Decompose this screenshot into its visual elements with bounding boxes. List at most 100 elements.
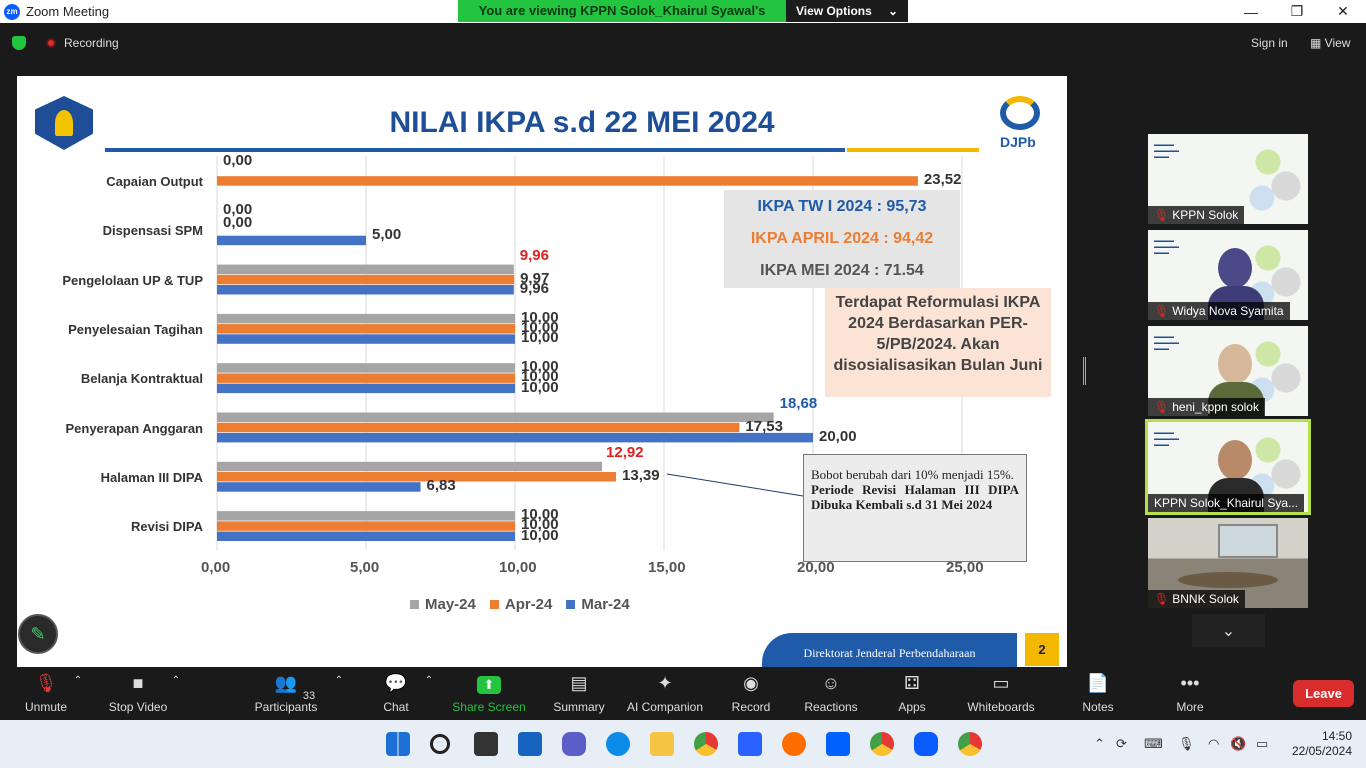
gallery-scroll-down-button[interactable]: ⌄ — [1192, 614, 1265, 647]
dropbox-icon[interactable] — [826, 732, 850, 756]
zoom-taskbar-icon[interactable] — [914, 732, 938, 756]
note-bobot-text: Bobot berubah dari 10% menjadi 15%. — [811, 467, 1014, 482]
more-dots-icon: ••• — [1180, 672, 1200, 693]
stop-video-button[interactable]: ■ Stop Video — [104, 667, 172, 720]
widgets-icon[interactable] — [518, 732, 542, 756]
participants-button[interactable]: 👥 Participants — [250, 667, 322, 720]
mic-muted-icon: 🎙 — [34, 672, 58, 693]
participants-count: 33 — [302, 690, 316, 702]
data-label: 10,00 — [521, 378, 559, 396]
participants-options-caret[interactable]: ⌃ — [331, 667, 347, 720]
more-button[interactable]: ••• More — [1170, 667, 1210, 720]
chat-button[interactable]: 💬 Chat — [375, 667, 417, 720]
data-label: 10,00 — [521, 308, 559, 326]
unmute-button[interactable]: 🎙 Unmute — [16, 667, 76, 720]
audio-options-caret[interactable]: ⌃ — [70, 667, 86, 720]
battery-icon[interactable]: ▭ — [1256, 736, 1269, 751]
notes-icon: 📄 — [1086, 672, 1110, 693]
summary-button[interactable]: ▤ Summary — [550, 667, 608, 720]
recording-label: Recording — [64, 36, 119, 50]
data-label: 9,96 — [519, 280, 549, 297]
volume-muted-icon[interactable]: 🔇 — [1230, 736, 1247, 751]
chrome-profile-icon[interactable] — [870, 732, 894, 756]
view-options-button[interactable]: View Options ⌄ — [786, 0, 908, 22]
room-table — [1178, 572, 1278, 588]
annotate-pen-button[interactable]: ✎ — [18, 614, 58, 654]
slide-thumbnail: ▬▬▬▬ ▬▬▬▬▬ ▬▬▬ — [1154, 334, 1179, 352]
data-label: 10,00 — [521, 358, 559, 376]
ai-companion-button[interactable]: ✦ AI Companion — [624, 667, 706, 720]
apps-button[interactable]: ⚃ Apps — [894, 667, 930, 720]
record-icon: ◉ — [743, 672, 759, 693]
footer-directorate: Direktorat Jenderal Perbendaharaan — [762, 633, 1017, 667]
store-icon[interactable] — [738, 732, 762, 756]
gallery-resize-handle[interactable] — [1083, 357, 1086, 385]
chrome-profile-2-icon[interactable] — [958, 732, 982, 756]
whiteboards-button[interactable]: ▭ Whiteboards — [962, 667, 1040, 720]
bar-may-24 — [217, 313, 515, 324]
task-view-icon[interactable] — [474, 732, 498, 756]
bar-apr-24 — [217, 324, 515, 334]
edge-icon[interactable] — [606, 732, 630, 756]
tray-overflow-icon[interactable]: ⌃ — [1094, 736, 1105, 751]
minimize-icon[interactable]: — — [1244, 3, 1258, 20]
chat-options-caret[interactable]: ⌃ — [421, 667, 437, 720]
stop-video-label: Stop Video — [108, 700, 168, 714]
bar-may-24 — [217, 264, 514, 275]
windows-start-icon[interactable] — [386, 732, 410, 756]
slide-thumbnail: ▬▬▬▬ ▬▬▬▬▬ ▬▬▬ — [1154, 238, 1179, 256]
participant-tile[interactable]: ▬▬▬▬ ▬▬▬▬▬ ▬▬▬ 🎙 heni_kppn solok — [1148, 326, 1308, 416]
leave-button[interactable]: Leave — [1293, 680, 1354, 707]
participant-name: 🎙 heni_kppn solok — [1148, 398, 1265, 416]
video-options-caret[interactable]: ⌃ — [168, 667, 184, 720]
microphone-icon[interactable]: 🎙 — [1178, 736, 1195, 751]
notes-label: Notes — [1082, 700, 1114, 714]
taskbar-clock[interactable]: 14:50 22/05/2024 — [1286, 729, 1352, 759]
security-shield-icon[interactable] — [12, 36, 26, 50]
bar-mar-24 — [217, 235, 366, 246]
view-button[interactable]: ▦ View — [1310, 36, 1350, 50]
data-label: 10,00 — [521, 506, 559, 524]
sync-icon[interactable]: ⟳ — [1116, 736, 1127, 751]
category-label: Pengelolaan UP & TUP — [62, 272, 203, 288]
bar-apr-24 — [217, 274, 515, 285]
sign-in-button[interactable]: Sign in — [1251, 36, 1288, 50]
chrome-icon[interactable] — [694, 732, 718, 756]
record-button[interactable]: ◉ Record — [728, 667, 774, 720]
participant-tile[interactable]: ▬▬▬▬ ▬▬▬▬▬ ▬▬▬ 🎙 Widya Nova Syamita — [1148, 230, 1308, 320]
participant-name: KPPN Solok_Khairul Sya... — [1148, 494, 1305, 512]
reformulasi-callout: Terdapat Reformulasi IKPA 2024 Berdasark… — [825, 288, 1051, 397]
reactions-button[interactable]: ☺ Reactions — [800, 667, 862, 720]
chat-label: Chat — [383, 700, 409, 714]
file-explorer-icon[interactable] — [650, 732, 674, 756]
window-controls: — ❐ ✕ — [1228, 0, 1366, 23]
notes-button[interactable]: 📄 Notes — [1078, 667, 1118, 720]
slide-page-number: 2 — [1025, 633, 1059, 666]
participant-tile-active-speaker[interactable]: ▬▬▬▬ ▬▬▬▬▬ ▬▬▬ KPPN Solok_Khairul Sya... — [1145, 419, 1311, 515]
apps-label: Apps — [898, 700, 926, 714]
bar-mar-24 — [217, 432, 813, 443]
legend-item-may: May-24 — [410, 596, 476, 613]
category-label: Capaian Output — [106, 174, 203, 189]
share-screen-button[interactable]: ⬆ Share Screen — [452, 667, 526, 720]
clock-date: 22/05/2024 — [1291, 744, 1352, 758]
wifi-icon[interactable]: ◠ — [1208, 736, 1220, 751]
close-icon[interactable]: ✕ — [1337, 3, 1349, 19]
participant-name: 🎙 BNNK Solok — [1148, 590, 1245, 608]
data-label: 10,00 — [521, 526, 559, 544]
data-label: 10,00 — [521, 516, 559, 534]
teams-icon[interactable] — [562, 732, 586, 756]
firefox-icon[interactable] — [782, 732, 806, 756]
keyboard-icon[interactable]: ⌨ — [1144, 736, 1163, 751]
restore-icon[interactable]: ❐ — [1290, 3, 1304, 19]
category-label: Halaman III DIPA — [100, 469, 203, 485]
participant-tile[interactable]: ▬▬▬▬ ▬▬▬▬▬ ▬▬▬ 🎙 KPPN Solok — [1148, 134, 1308, 224]
search-icon[interactable] — [430, 734, 450, 754]
data-label: 23,52 — [923, 171, 962, 189]
djpb-logo: DJPb — [992, 96, 1052, 152]
ai-companion-label: AI Companion — [626, 700, 704, 714]
participant-tile[interactable]: 🎙 BNNK Solok — [1148, 518, 1308, 608]
data-label: 5,00 — [372, 225, 402, 243]
data-label: 17,53 — [745, 417, 783, 435]
apps-icon: ⚃ — [904, 672, 920, 693]
